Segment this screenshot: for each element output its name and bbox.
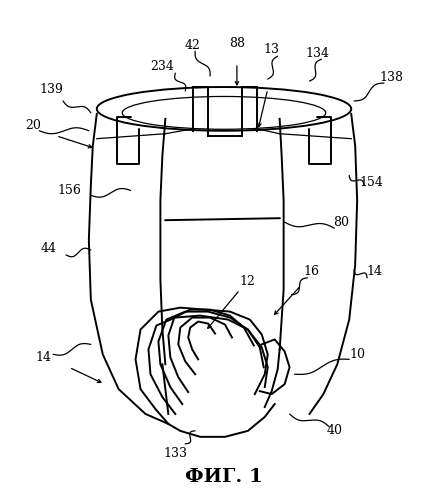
Text: 80: 80	[333, 216, 349, 228]
Text: 20: 20	[25, 120, 41, 132]
Text: 134: 134	[305, 46, 329, 60]
Text: 10: 10	[349, 348, 365, 361]
Text: 16: 16	[304, 266, 320, 278]
Text: 42: 42	[184, 39, 200, 52]
Text: 14: 14	[366, 266, 382, 278]
Text: 13: 13	[264, 43, 280, 56]
Text: 234: 234	[151, 60, 174, 72]
Text: 44: 44	[41, 242, 57, 254]
Text: 154: 154	[359, 176, 383, 189]
Text: 133: 133	[163, 447, 187, 460]
Text: 12: 12	[240, 276, 256, 288]
Text: 88: 88	[229, 37, 245, 50]
Text: ФИГ. 1: ФИГ. 1	[185, 468, 263, 485]
Text: 14: 14	[35, 351, 51, 364]
Text: 139: 139	[39, 82, 63, 96]
Text: 40: 40	[326, 424, 342, 438]
Text: 138: 138	[379, 70, 403, 84]
Text: 156: 156	[57, 184, 81, 197]
